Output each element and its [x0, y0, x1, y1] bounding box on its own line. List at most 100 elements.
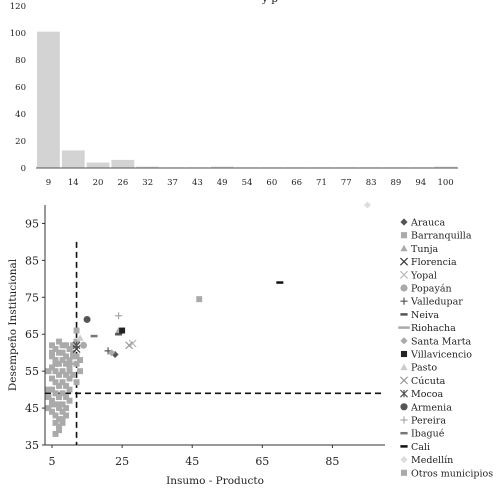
scatter-y-tick: 35	[25, 439, 39, 452]
legend-label: Arauca	[410, 218, 446, 229]
scatter-point	[59, 357, 66, 364]
scatter-chart: 35 45 55 65 75 85 95 5 25 45 65 85 Insumo - Produc…	[7, 201, 385, 487]
scatter-point	[63, 342, 70, 349]
histogram-x-tick: 43	[192, 178, 203, 188]
scatter-point	[66, 357, 73, 364]
legend-label: Tunja	[411, 244, 439, 255]
scatter-point	[66, 397, 73, 404]
scatter-point	[56, 401, 62, 408]
histogram-bar	[210, 166, 234, 168]
legend-marker	[399, 270, 409, 279]
scatter-point	[63, 412, 70, 419]
legend-marker	[400, 403, 408, 411]
histogram-bars	[37, 31, 457, 169]
histogram-y-tick: 40	[15, 110, 26, 120]
scatter-point	[52, 412, 59, 419]
scatter-point	[63, 382, 70, 389]
scatter-point	[59, 416, 66, 423]
histogram-x-tick: 32	[142, 178, 153, 188]
scatter-point	[52, 419, 59, 426]
scatter-point	[59, 401, 66, 408]
legend-marker	[400, 416, 408, 424]
histogram-x-tick: 26	[117, 178, 128, 188]
scatter-point	[196, 296, 203, 303]
legend-marker	[400, 284, 408, 292]
scatter-point	[125, 341, 134, 350]
scatter-point	[59, 368, 66, 375]
scatter-point	[63, 394, 70, 400]
scatter-point	[52, 346, 59, 352]
scatter-x-tick: 65	[255, 455, 269, 468]
histogram-title: y p	[261, 0, 278, 5]
scatter-point	[56, 416, 62, 423]
scatter-point	[49, 342, 55, 349]
scatter-point	[56, 349, 62, 356]
scatter-point	[59, 379, 66, 386]
scatter-point	[49, 397, 55, 404]
scatter-y-tick: 65	[25, 328, 39, 341]
histogram-bar	[111, 159, 135, 168]
histogram-x-tick: 20	[93, 178, 104, 188]
scatter-point	[66, 346, 73, 352]
scatter-point	[70, 371, 77, 378]
legend-label: Cúcuta	[411, 376, 446, 387]
scatter-point	[45, 394, 52, 400]
histogram-y-tick: 100	[10, 29, 26, 39]
scatter-point	[83, 315, 91, 323]
legend-marker	[400, 232, 408, 239]
legend-label: Neiva	[411, 310, 439, 321]
scatter-point	[56, 394, 62, 400]
scatter-point	[72, 345, 81, 353]
legend-label: Santa Marta	[411, 336, 472, 347]
histogram-y-tick: 80	[15, 56, 26, 66]
scatter-point	[52, 360, 59, 367]
scatter-y-ticks: 35 45 55 65 75 85 95	[25, 217, 45, 452]
scatter-point	[49, 401, 55, 408]
scatter-point	[52, 401, 59, 408]
scatter-point	[63, 405, 70, 412]
legend-marker	[399, 389, 409, 398]
scatter-point	[363, 201, 371, 209]
histogram-x-ticks: 9 14 20 26 32 37 43 49 54 60 66 71 77 83 89 94 100	[46, 178, 454, 188]
histogram-x-tick: 9	[46, 178, 51, 188]
legend-label: Medellín	[411, 455, 453, 466]
scatter-point	[73, 327, 80, 334]
scatter-point	[72, 341, 81, 350]
scatter-point	[52, 430, 59, 437]
legend-label: Otros municipios	[411, 468, 493, 479]
scatter-x-tick: 5	[49, 455, 56, 468]
legend-marker	[400, 350, 408, 358]
legend-marker	[400, 218, 408, 226]
scatter-point	[56, 423, 62, 430]
legend-marker	[400, 363, 408, 371]
histogram-bar	[61, 150, 85, 168]
histogram-x-tick: 71	[316, 178, 327, 188]
scatter-point	[66, 364, 73, 371]
legend-label: Pasto	[411, 363, 437, 374]
histogram-x-tick: 89	[391, 178, 402, 188]
histogram-x-tick: 14	[68, 178, 79, 188]
scatter-point	[45, 405, 52, 412]
scatter-point	[52, 379, 59, 386]
legend-marker	[400, 337, 408, 345]
legend-marker	[400, 469, 408, 476]
scatter-y-tick: 95	[25, 217, 39, 230]
scatter-point	[77, 357, 84, 364]
scatter-points	[45, 201, 371, 437]
scatter-point	[52, 390, 59, 397]
scatter-point	[49, 349, 55, 356]
histogram-x-tick: 83	[366, 178, 377, 188]
scatter-point	[59, 408, 66, 415]
scatter-point	[66, 375, 73, 382]
legend-marker	[400, 244, 408, 252]
scatter-x-ticks: 5 25 45 65 85	[49, 445, 339, 468]
legend-label: Armenia	[410, 402, 452, 413]
legend-marker	[400, 297, 408, 305]
histogram-y-ticks: 0 20 40 60 80 100 120	[10, 2, 26, 174]
scatter-point	[73, 360, 80, 367]
scatter-point	[63, 353, 70, 360]
scatter-point	[49, 364, 55, 371]
histogram-x-tick: 66	[291, 178, 302, 188]
histogram-x-tick: 100	[437, 178, 453, 188]
